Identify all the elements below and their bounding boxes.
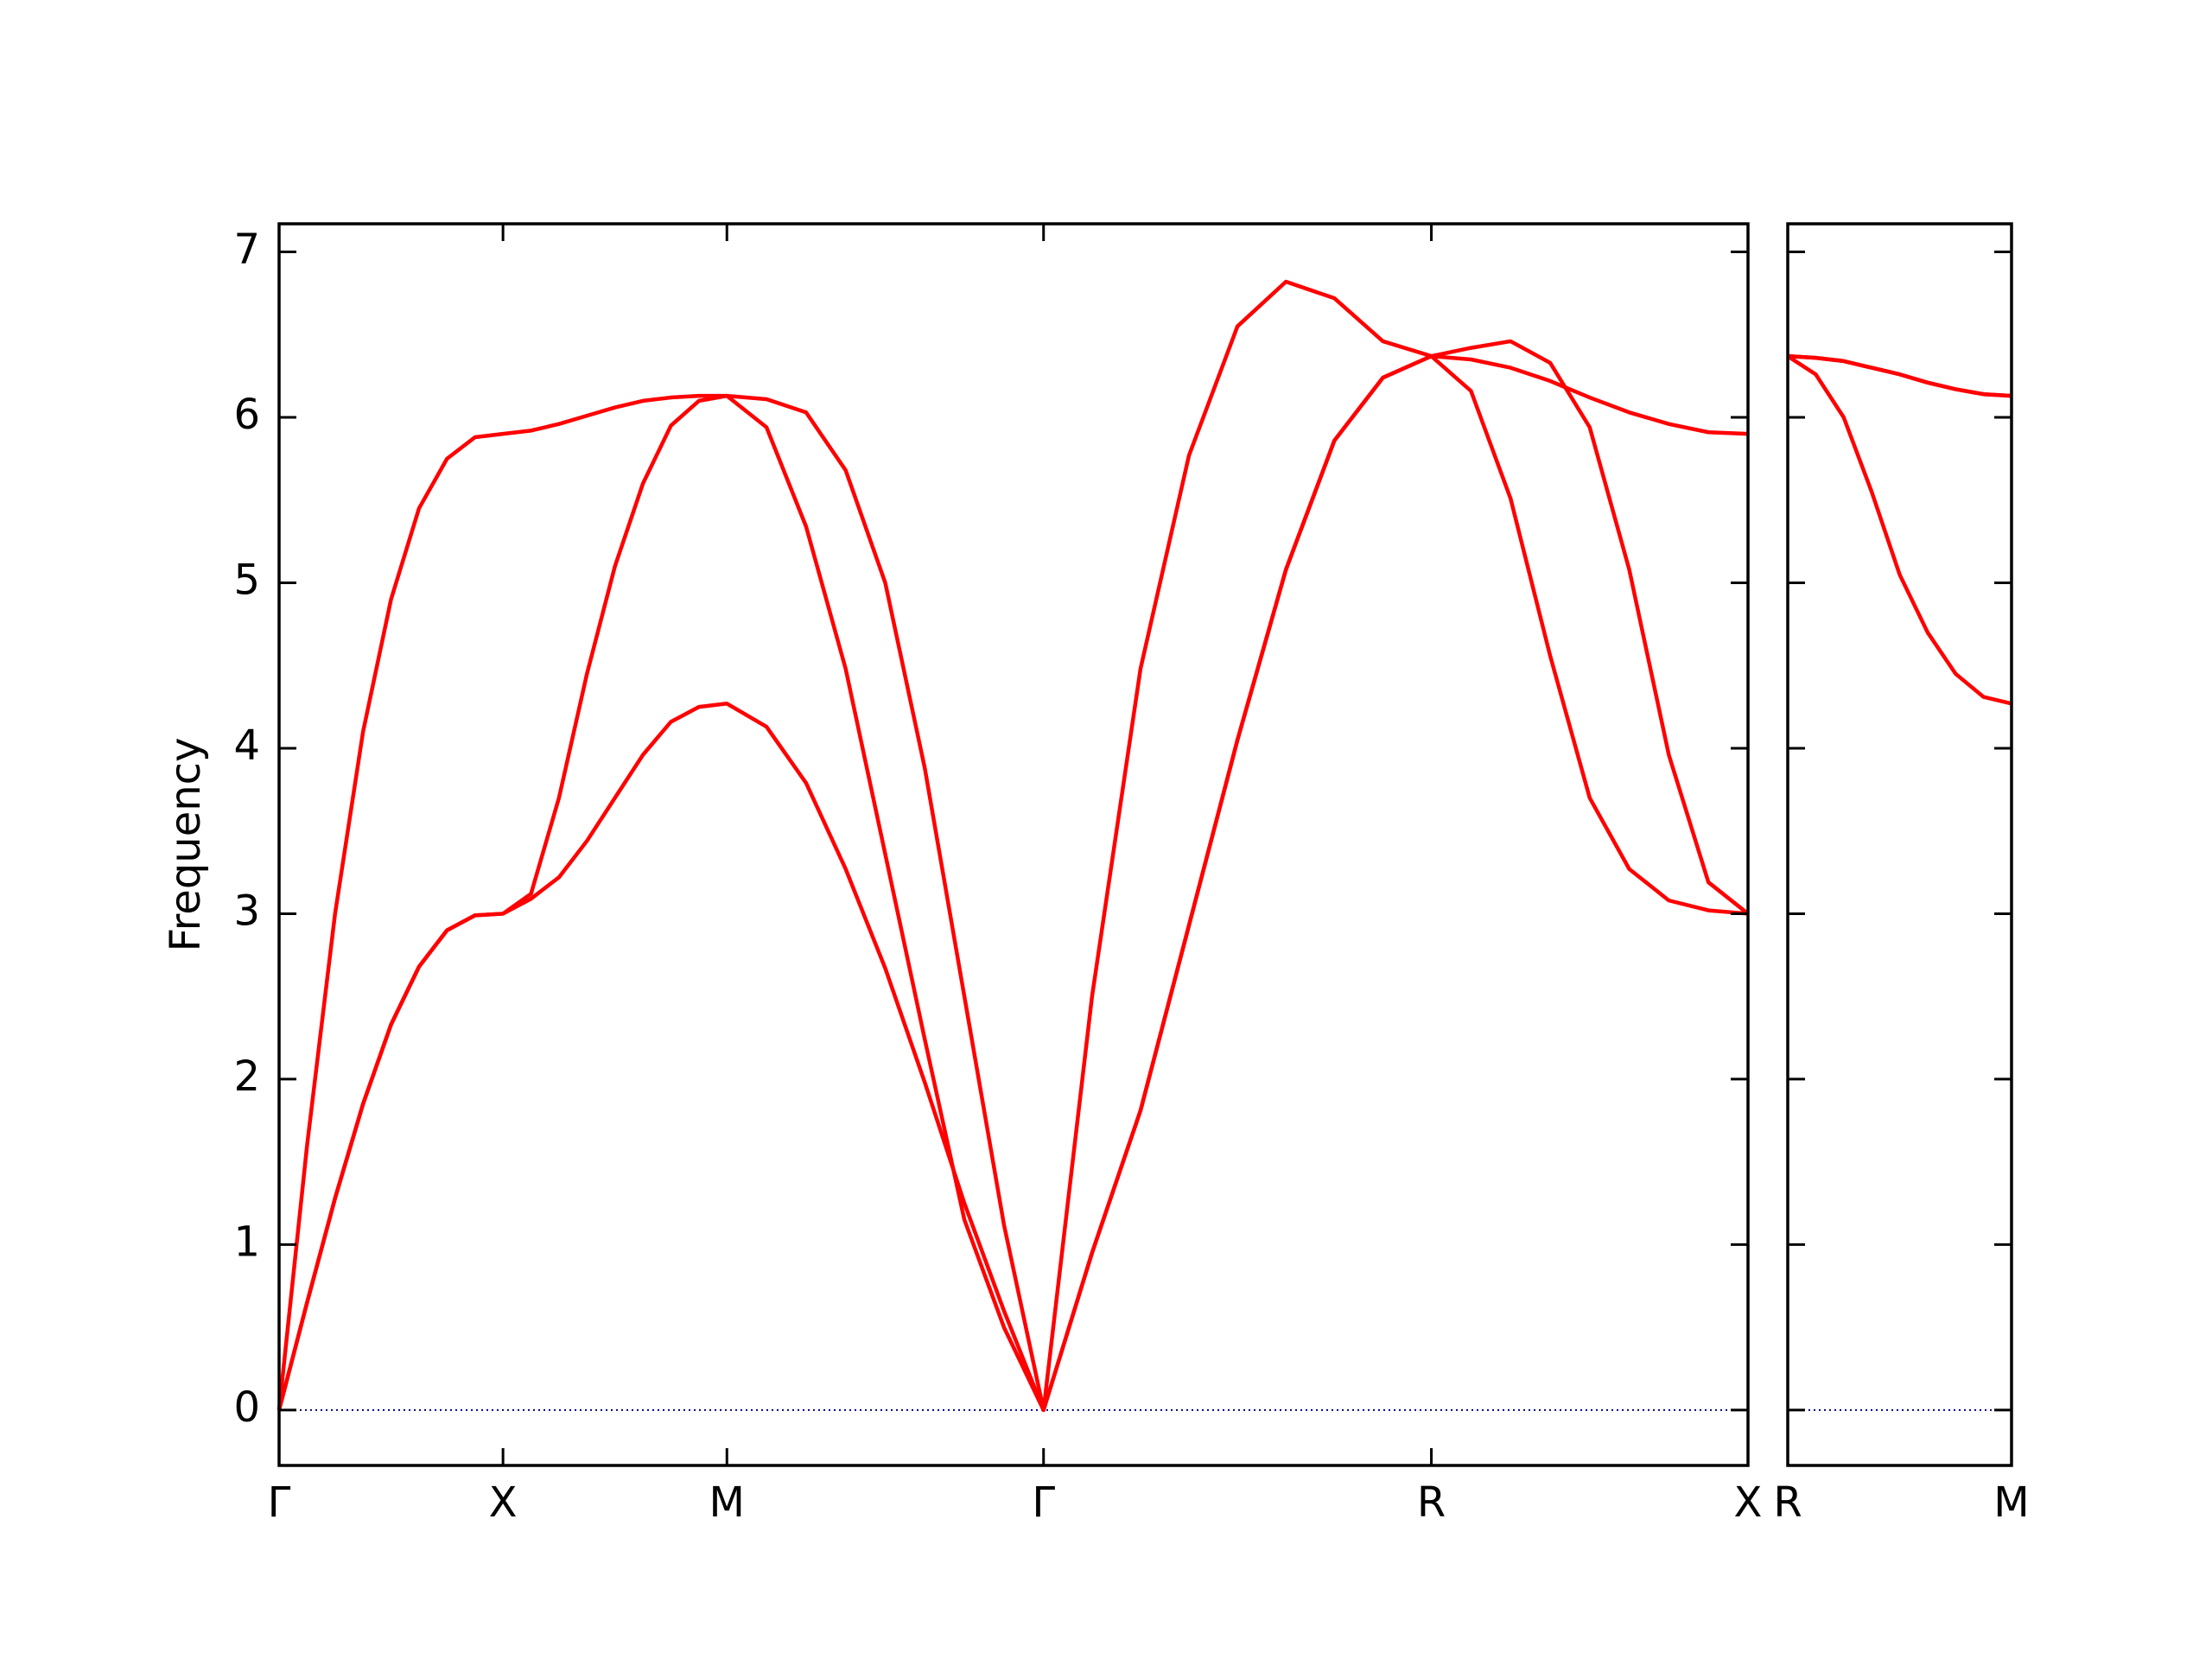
x-tick-label: R	[1773, 1478, 1802, 1527]
axes-frame	[277, 222, 1750, 1467]
x-tick-label: M	[1993, 1478, 2029, 1527]
band-line	[276, 353, 1749, 1413]
y-axis-label: Frequency	[162, 738, 210, 952]
x-tick-label: Γ	[268, 1478, 291, 1527]
y-tick-label: 3	[233, 887, 260, 935]
band-line	[1787, 353, 2012, 398]
band-line	[276, 353, 1749, 1413]
x-tick-label: M	[709, 1478, 745, 1527]
y-tick-label: 0	[233, 1383, 260, 1432]
y-tick-label: 6	[233, 391, 260, 439]
axes-frame	[1786, 222, 2013, 1467]
band-line	[276, 279, 1750, 1413]
y-tick-label: 7	[233, 226, 260, 274]
y-tick-label: 1	[233, 1217, 260, 1266]
y-tick-label: 2	[233, 1052, 260, 1101]
band-line	[1786, 354, 2012, 706]
x-tick-label: Γ	[1032, 1478, 1055, 1527]
y-tick-label: 4	[233, 721, 260, 770]
y-tick-label: 5	[233, 556, 260, 604]
x-tick-label: R	[1417, 1478, 1446, 1527]
x-tick-label: X	[489, 1478, 518, 1527]
x-tick-label: X	[1734, 1478, 1763, 1527]
